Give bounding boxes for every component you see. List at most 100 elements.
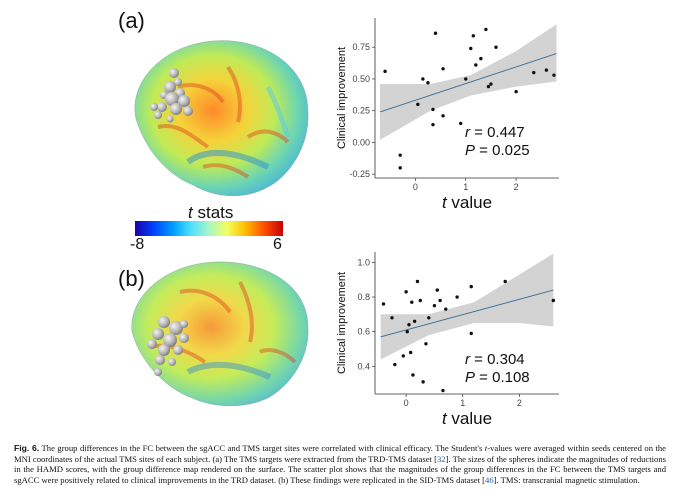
plot-a-point-0	[383, 69, 387, 74]
plot-a-regression-line	[379, 53, 557, 113]
caption-segment-2: -values were averaged within seeds cente…	[14, 443, 666, 464]
scatter-plot-a: -0.25 0.00 0.25 0.50 0.75 0 1 2 t value Clinical …	[325, 0, 565, 225]
plot-a-ytick-label-0: -0.25	[349, 169, 370, 179]
caption-segment-3: ]. The sizes of the spheres indicate the…	[14, 453, 666, 485]
plot-b-point-20	[444, 307, 448, 311]
plot-a-point-23	[544, 68, 549, 72]
plot-b-point-12	[418, 298, 422, 303]
plot-b-stat-r: r = 0.304	[465, 351, 525, 368]
plot-b-point-10	[412, 319, 417, 323]
plot-a-point-24	[552, 73, 556, 77]
plot-a-point-4	[421, 77, 425, 81]
plot-b-confidence-band	[380, 253, 554, 360]
plot-b-point-7	[408, 350, 413, 355]
plot-a-point-7	[431, 122, 435, 127]
plot-b-point-18	[438, 298, 442, 303]
caption-t: t	[484, 443, 488, 453]
plot-a-point-6	[431, 107, 435, 112]
scatter-plot-b-svg: 0.4 0.6 0.8 1.0 0 1 2 t value Clinical improveme…	[336, 252, 559, 428]
plot-b-regression-line	[380, 289, 554, 338]
plot-b-ytick-label-0: 0.4	[357, 361, 370, 371]
plot-a-point-11	[458, 121, 463, 126]
plot-a-point-16	[479, 56, 483, 61]
plot-b-point-19	[441, 388, 445, 393]
caption-segment-4: ]. TMS: transcranial magnetic stimulatio…	[493, 474, 640, 485]
colorbar-min-label: -8	[130, 236, 145, 253]
plot-b-point-24	[503, 279, 507, 284]
scatter-plot-b: 0.4 0.6 0.8 1.0 0 1 2 t value Clinical improveme…	[325, 236, 565, 441]
figure-caption: Fig. 6. The group differences in the FC …	[14, 443, 666, 485]
plot-a-point-5	[426, 81, 430, 85]
plot-a-point-13	[469, 46, 473, 51]
plot-a-point-19	[489, 82, 493, 86]
plot-b-point-8	[410, 300, 414, 304]
plot-b-point-21	[455, 295, 459, 299]
plot-a-point-21	[514, 89, 518, 94]
tms-target-spheres-a	[150, 68, 193, 123]
plot-a-ytick-label-1: 0.00	[352, 137, 370, 147]
plot-b-y-axis-title: Clinical improvement	[336, 272, 348, 374]
plot-b-point-17	[435, 288, 439, 292]
plot-a-point-18	[486, 84, 491, 89]
plot-b-point-11	[415, 279, 420, 284]
caption-label: Fig. 6.	[14, 443, 40, 453]
colorbar-max-label: 6	[273, 236, 282, 253]
plot-a-point-3	[416, 102, 420, 107]
caption-ref-32[interactable]: 32	[436, 453, 446, 464]
plot-b-x-axis-title: t value	[442, 409, 492, 428]
plot-a-ytick-label-3: 0.50	[352, 74, 370, 84]
plot-b-point-22	[469, 284, 473, 289]
plot-b-point-4	[404, 290, 408, 294]
plot-a-confidence-band	[380, 24, 557, 140]
plot-a-point-14	[471, 34, 476, 38]
plot-a-ytick-label-4: 0.75	[352, 42, 370, 52]
brain-surface-a	[134, 40, 309, 197]
plot-b-point-6	[407, 323, 411, 327]
plot-b-point-0	[381, 302, 386, 306]
caption-ref-46[interactable]: 46	[485, 474, 494, 485]
plot-a-point-15	[474, 63, 478, 67]
plot-b-point-3	[401, 354, 406, 358]
plot-b-ytick-label-2: 0.8	[357, 292, 370, 302]
plot-a-x-axis-title: t value	[442, 193, 492, 212]
plot-a-stat-p: P = 0.025	[465, 142, 530, 159]
plot-b-stat-p: P = 0.108	[465, 369, 530, 386]
plot-a-ytick-label-2: 0.25	[352, 106, 370, 116]
plot-b-point-15	[427, 316, 431, 320]
plot-b-ytick-label-1: 0.6	[357, 327, 370, 337]
tms-target-spheres-b	[147, 316, 189, 376]
scatter-plot-a-svg: -0.25 0.00 0.25 0.50 0.75 0 1 2 t value Clinical …	[336, 18, 559, 212]
plot-a-point-17	[484, 27, 488, 32]
plot-a-point-12	[464, 77, 468, 81]
plot-b-xtick-label-1: 1	[460, 398, 465, 408]
plot-b-point-13	[421, 380, 425, 384]
panel-b-label: (b)	[118, 266, 145, 291]
plot-b-ytick-label-3: 1.0	[357, 257, 370, 267]
plot-b-point-5	[405, 329, 409, 334]
plot-b-point-16	[432, 303, 437, 308]
plot-b-point-23	[469, 331, 473, 336]
plot-b-xtick-label-0: 0	[404, 398, 409, 408]
plot-a-point-9	[441, 67, 445, 71]
plot-b-point-9	[411, 373, 415, 377]
plot-a-point-8	[433, 31, 438, 35]
plot-b-xtick-label-2: 2	[517, 398, 522, 408]
plot-b-point-1	[390, 316, 394, 320]
plot-b-point-2	[393, 362, 397, 367]
plot-a-stat-r: r = 0.447	[465, 124, 525, 141]
plot-a-xtick-label-1: 1	[463, 182, 468, 192]
plot-a-xtick-label-0: 0	[413, 182, 418, 192]
plot-a-point-20	[494, 45, 498, 49]
colorbar	[135, 221, 283, 236]
plot-a-point-22	[532, 70, 536, 75]
caption-segment-1: The group differences in the FC between …	[39, 443, 485, 453]
panel-a-label: (a)	[118, 8, 145, 33]
plot-a-point-2	[398, 166, 402, 170]
plot-a-y-axis-title: Clinical improvement	[336, 47, 348, 149]
colorbar-title: t stats	[188, 203, 234, 222]
plot-a-point-10	[441, 114, 445, 118]
plot-b-point-25	[551, 298, 556, 303]
plot-a-point-1	[398, 153, 402, 157]
brain-surface-b	[131, 261, 309, 407]
plot-a-xtick-label-2: 2	[514, 182, 519, 192]
